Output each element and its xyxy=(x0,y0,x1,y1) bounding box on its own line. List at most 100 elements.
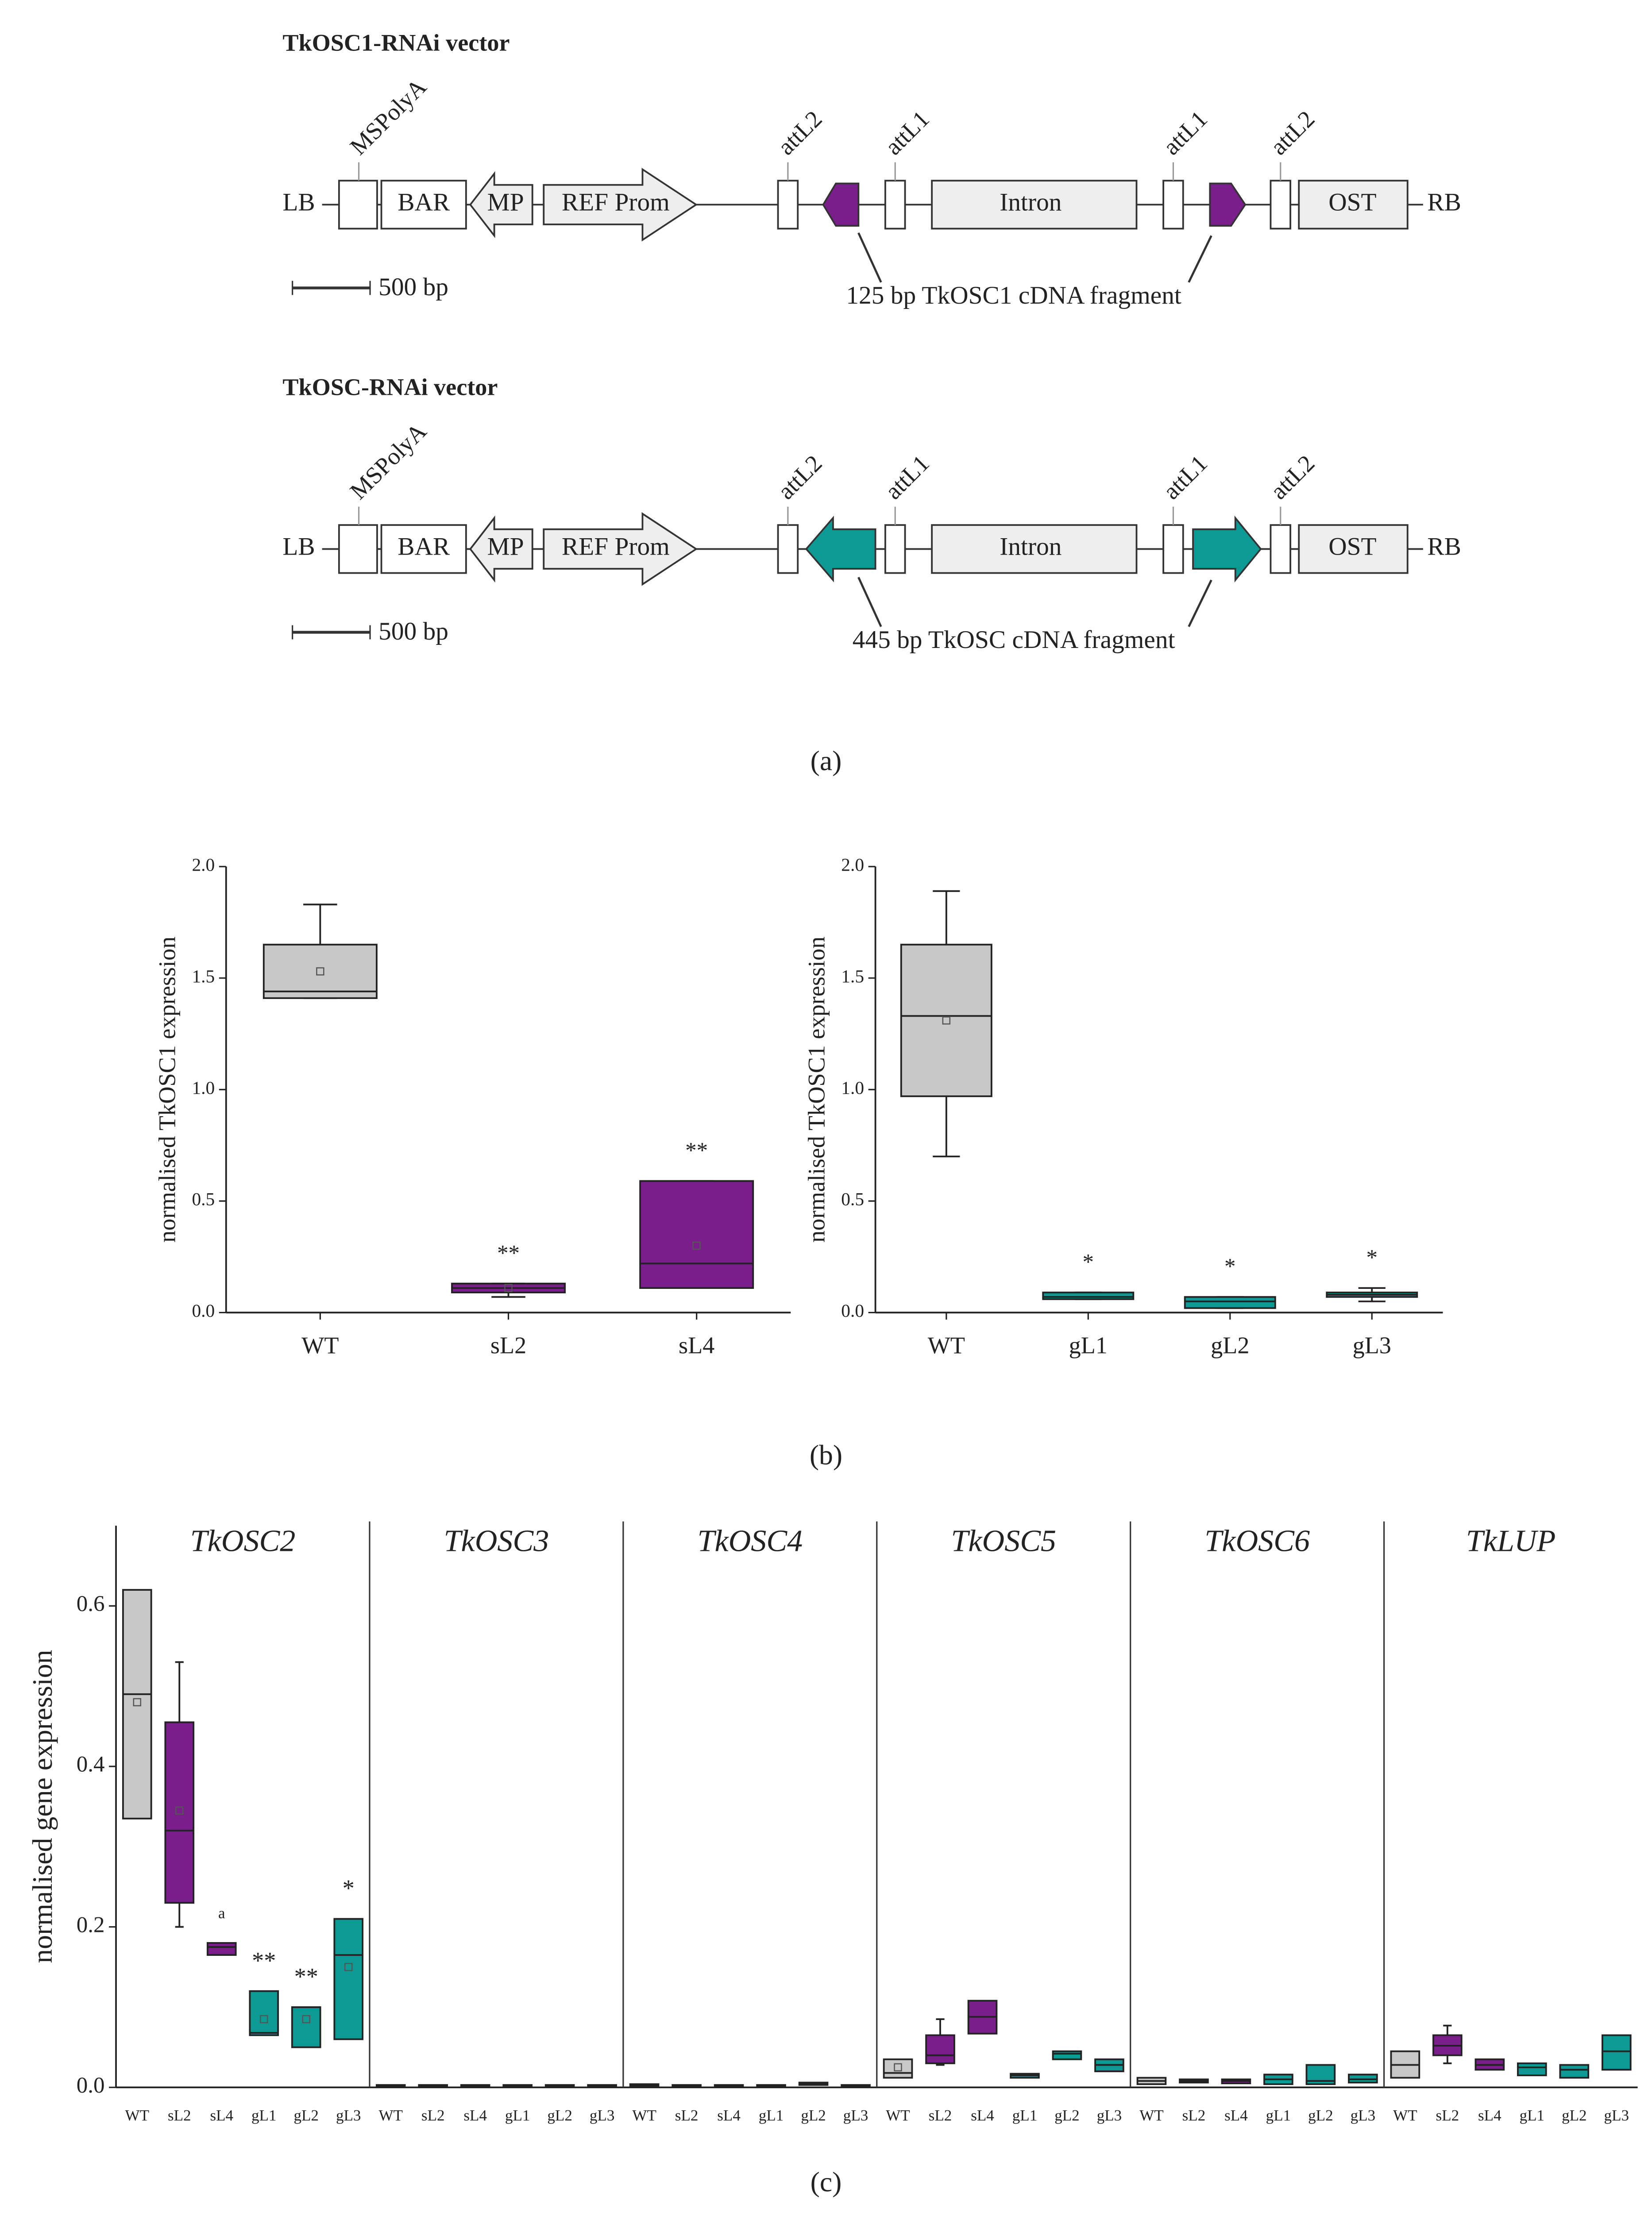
promoter-label: REF Prom xyxy=(562,533,670,561)
box xyxy=(1052,2050,1082,2060)
x-tick-label: gL3 xyxy=(1604,2107,1629,2124)
att-box xyxy=(884,180,906,230)
bar-label: BAR xyxy=(398,533,450,561)
att-box xyxy=(1270,180,1292,230)
scale-label: 500 bp xyxy=(378,617,448,645)
box xyxy=(206,1942,237,1956)
box xyxy=(249,1990,279,2036)
x-tick-label: sL4 xyxy=(1224,2107,1248,2124)
scale-label: 500 bp xyxy=(378,273,448,301)
mean-marker xyxy=(504,1284,513,1292)
x-tick-label: gL1 xyxy=(759,2107,784,2124)
x-tick-label: gL2 xyxy=(1308,2107,1333,2124)
pointer xyxy=(1188,235,1212,283)
mean-marker xyxy=(175,1806,184,1815)
x-tick-label: sL2 xyxy=(929,2107,952,2124)
y-tick-label: 1.0 xyxy=(841,1077,864,1098)
y-tick-label: 2.0 xyxy=(192,854,215,875)
x-tick-label: sL2 xyxy=(675,2107,699,2124)
significance: ** xyxy=(294,1963,318,1990)
x-tick-label: sL2 xyxy=(421,2107,445,2124)
significance: * xyxy=(1224,1254,1236,1279)
intron-label: Intron xyxy=(1000,189,1061,216)
y-tick-label: 1.5 xyxy=(192,966,215,986)
box xyxy=(1517,2062,1547,2076)
group-title: TkOSC5 xyxy=(951,1524,1056,1558)
y-tick-label: 2.0 xyxy=(841,854,864,875)
x-tick-label: gL3 xyxy=(590,2107,614,2124)
x-tick-label: gL1 xyxy=(1266,2107,1291,2124)
group-title: TkOSC3 xyxy=(444,1524,549,1558)
x-tick-label: gL1 xyxy=(251,2107,276,2124)
pointer xyxy=(857,577,882,627)
box xyxy=(262,944,378,999)
x-tick-label: gL3 xyxy=(1351,2107,1375,2124)
border-label: LB xyxy=(282,533,315,561)
y-tick-label: 0.5 xyxy=(841,1189,864,1209)
x-tick-label: WT xyxy=(928,1332,965,1359)
x-tick-label: sL4 xyxy=(679,1332,714,1359)
mp-label: MP xyxy=(487,189,524,216)
y-tick-label: 0.0 xyxy=(192,1300,215,1321)
polya-label: MSPolyA xyxy=(345,73,432,160)
promoter-arrow xyxy=(543,512,698,586)
significance: * xyxy=(1366,1245,1378,1270)
fragment-arrow xyxy=(1192,515,1262,582)
pointer xyxy=(857,232,882,283)
box xyxy=(291,2006,321,2048)
x-tick-label: WT xyxy=(1139,2107,1164,2124)
ost-box xyxy=(1298,180,1409,230)
ost-label: OST xyxy=(1328,189,1376,216)
x-tick-label: sL2 xyxy=(1436,2107,1459,2124)
y-tick-label: 0.2 xyxy=(77,1912,105,1937)
box xyxy=(1602,2034,1632,2071)
x-tick-label: gL1 xyxy=(1520,2107,1544,2124)
significance: a xyxy=(218,1905,225,1922)
att-box xyxy=(777,524,799,574)
fragment-arrow xyxy=(822,182,860,227)
significance: ** xyxy=(497,1241,520,1266)
att-label: attL2 xyxy=(1265,105,1320,160)
y-tick-label: 0.0 xyxy=(841,1300,864,1321)
y-axis-label: normalised gene expression xyxy=(27,1650,58,1963)
y-axis-label: normalised TkOSC1 expression xyxy=(154,937,181,1242)
x-tick-label: gL2 xyxy=(547,2107,572,2124)
x-tick-label: gL2 xyxy=(801,2107,826,2124)
x-tick-label: gL1 xyxy=(505,2107,530,2124)
border-label: LB xyxy=(282,189,315,216)
box xyxy=(1559,2064,1590,2079)
panel-label: (b) xyxy=(810,1439,842,1471)
att-box xyxy=(777,180,799,230)
significance: * xyxy=(1083,1250,1094,1275)
group-title: TkLUP xyxy=(1466,1524,1556,1558)
promoter-arrow xyxy=(543,168,698,242)
mean-marker xyxy=(316,967,324,975)
y-tick-label: 0.0 xyxy=(77,2073,105,2098)
ost-label: OST xyxy=(1328,533,1376,561)
polya-label: MSPolyA xyxy=(345,418,432,505)
promoter-label: REF Prom xyxy=(562,189,670,216)
y-tick-label: 1.0 xyxy=(192,1077,215,1098)
box xyxy=(1042,1292,1135,1300)
box xyxy=(333,1918,364,2040)
x-tick-label: WT xyxy=(632,2107,656,2124)
att-label: attL1 xyxy=(1158,450,1212,504)
x-tick-label: gL3 xyxy=(336,2107,361,2124)
att-box xyxy=(1162,180,1184,230)
significance: * xyxy=(343,1875,355,1901)
x-tick-label: gL1 xyxy=(1069,1332,1108,1359)
mean-marker xyxy=(259,2015,268,2024)
fragment-label: 445 bp TkOSC cDNA fragment xyxy=(853,626,1175,654)
bar-box xyxy=(380,524,467,574)
y-tick-label: 1.5 xyxy=(841,966,864,986)
y-tick-label: 0.4 xyxy=(77,1752,105,1777)
x-tick-label: gL2 xyxy=(1054,2107,1079,2124)
x-tick-label: sL4 xyxy=(1478,2107,1501,2124)
fragment-arrow xyxy=(1209,182,1247,227)
x-tick-label: sL4 xyxy=(463,2107,487,2124)
y-tick-label: 0.5 xyxy=(192,1189,215,1209)
group-title: TkOSC2 xyxy=(190,1524,296,1558)
mean-marker xyxy=(344,1962,353,1971)
fragment-arrow xyxy=(805,516,876,582)
